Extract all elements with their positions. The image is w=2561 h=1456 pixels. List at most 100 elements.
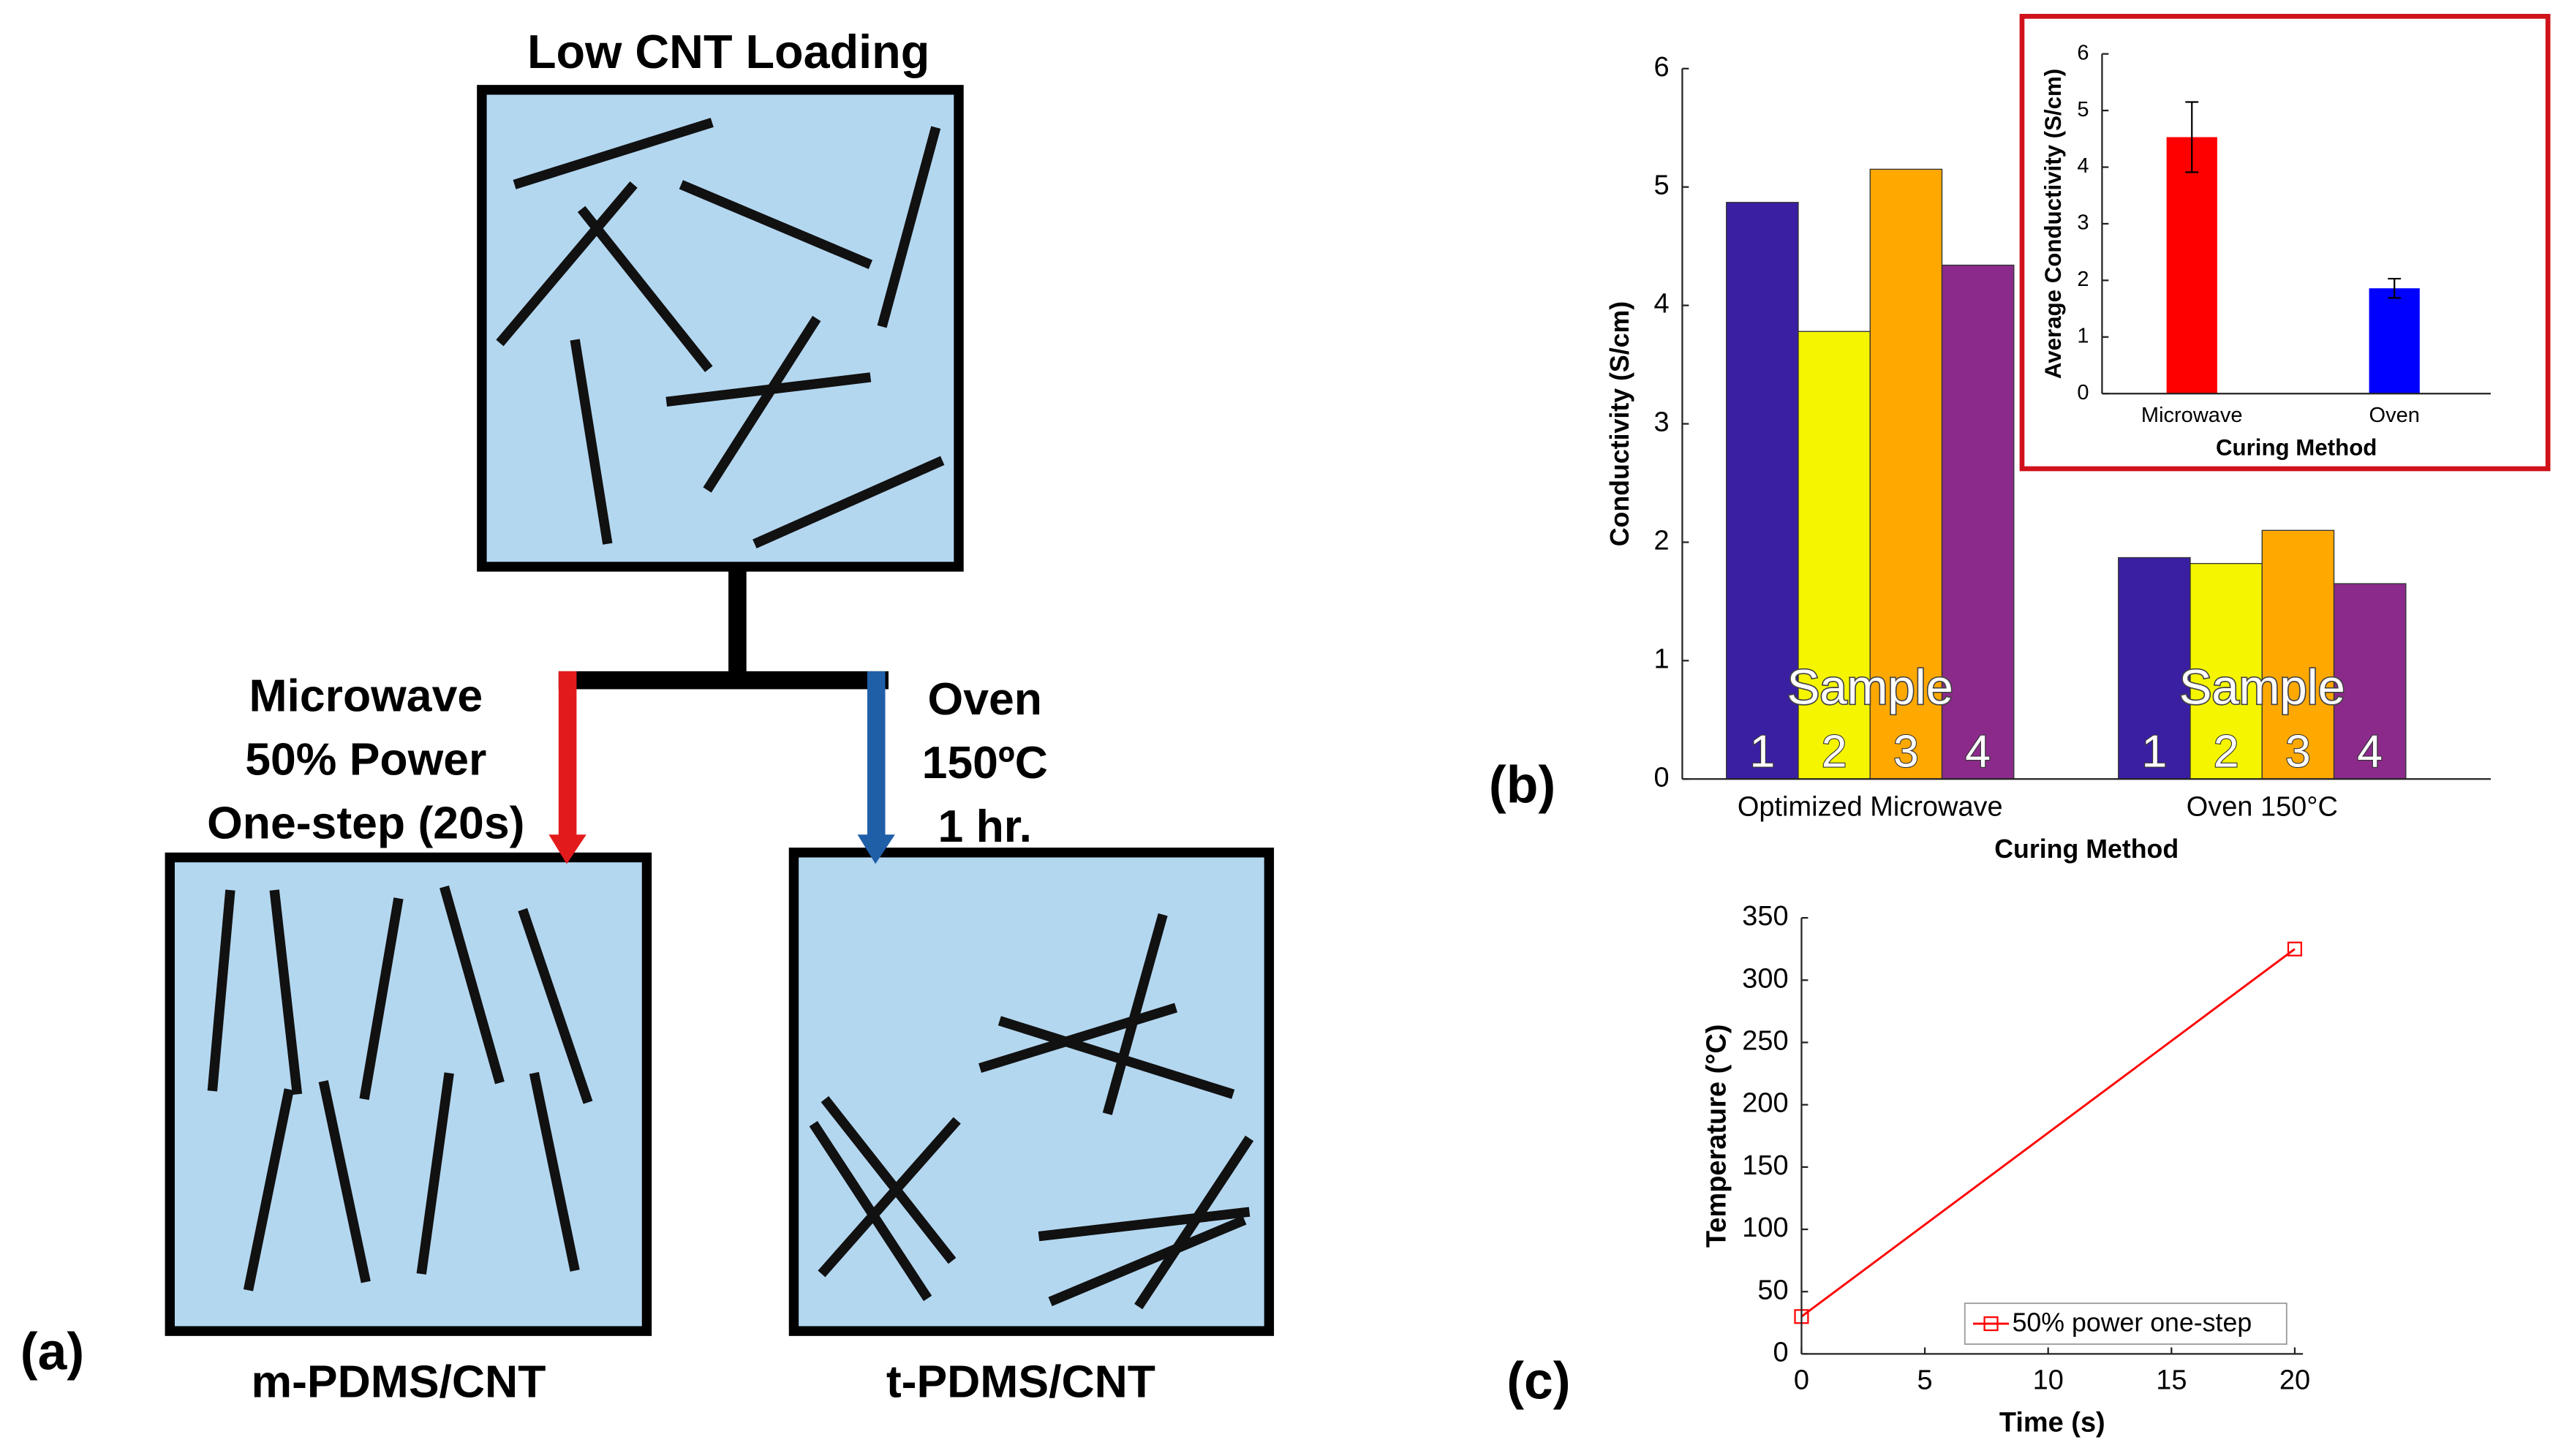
connector — [728, 566, 747, 682]
arrow-head — [548, 834, 586, 864]
nanotube — [978, 1003, 1178, 1073]
y-tick-label: 250 — [1742, 1026, 1788, 1057]
bar — [2261, 529, 2335, 780]
y-tick-label: 5 — [1653, 170, 1669, 201]
nanotube — [529, 1071, 580, 1272]
sample-label: m-PDMS/CNT — [252, 1356, 546, 1407]
nanotube — [518, 908, 593, 1104]
nanotube — [997, 1016, 1235, 1099]
matrix-box — [477, 85, 964, 572]
series-label: 1 — [1749, 725, 1775, 777]
oven-label: 1 hr. — [938, 801, 1032, 852]
y-tick-label: 0 — [2077, 381, 2089, 404]
nanotube — [1134, 1135, 1254, 1310]
nanotube — [496, 181, 638, 347]
arrow-shaft — [558, 671, 577, 838]
series-label: 4 — [2357, 725, 2383, 777]
y-tick-label: 6 — [1653, 52, 1669, 83]
nanotube — [753, 456, 945, 548]
panel-label: (a) — [20, 1323, 84, 1381]
y-tick-label: 3 — [2077, 211, 2089, 235]
marker — [2287, 941, 2303, 957]
legend-marker — [1983, 1316, 1999, 1332]
x-tick-label: 20 — [2279, 1365, 2310, 1395]
legend-label: 50% power one-step — [2013, 1308, 2252, 1338]
panel-label: (c) — [1506, 1352, 1570, 1411]
bar — [2166, 137, 2217, 394]
nanotube — [269, 889, 303, 1095]
x-axis-label: Curing Method — [1994, 834, 2179, 864]
y-tick-label: 2 — [1653, 525, 1669, 556]
microwave-label: One-step (20s) — [207, 798, 524, 849]
bar — [1726, 202, 1799, 780]
inset-frame — [2019, 13, 2551, 472]
panel-label: (b) — [1489, 756, 1555, 815]
arrow-head — [857, 834, 895, 864]
nanotube — [821, 1095, 957, 1264]
diagram-title: Low CNT Loading — [527, 25, 929, 78]
x-tick-label: Optimized Microwave — [1738, 792, 2003, 823]
y-tick-label: 1 — [1653, 644, 1669, 674]
line — [1800, 948, 2296, 1318]
y-tick-label: 200 — [1742, 1088, 1788, 1119]
nanotube — [1038, 1207, 1251, 1242]
x-tick-label: 5 — [1917, 1365, 1933, 1395]
nanotube — [703, 315, 821, 493]
x-tick-label: Oven 150°C — [2187, 792, 2338, 823]
matrix-box — [788, 848, 1275, 1336]
x-tick-label: 0 — [1794, 1365, 1809, 1395]
y-tick-label: 3 — [1653, 407, 1669, 438]
nanotube — [440, 885, 505, 1085]
nanotube — [1048, 1215, 1247, 1307]
series-label: 3 — [2285, 725, 2311, 777]
annotation: Sample — [1787, 660, 1953, 714]
nanotube — [679, 180, 873, 269]
nanotube — [1102, 913, 1168, 1115]
nanotube — [359, 897, 404, 1101]
oven-label: 150ºC — [922, 737, 1048, 788]
oven-label: Oven — [928, 674, 1042, 725]
y-tick-label: 4 — [1653, 289, 1669, 320]
y-tick-label: 100 — [1742, 1212, 1788, 1243]
bar — [1798, 331, 1871, 780]
y-tick-label: 5 — [2077, 98, 2089, 121]
series-label: 4 — [1965, 725, 1991, 777]
y-tick-label: 2 — [2077, 268, 2089, 291]
nanotube — [877, 126, 941, 328]
bar — [2118, 557, 2191, 780]
legend-box — [1964, 1302, 2287, 1345]
y-axis-label: Average Conductivity (S/cm) — [2040, 69, 2066, 379]
bar — [2369, 288, 2420, 394]
connector — [558, 671, 889, 690]
y-tick-label: 0 — [1773, 1337, 1788, 1368]
bar — [1869, 168, 1943, 780]
y-tick-label: 1 — [2077, 324, 2089, 347]
y-tick-label: 0 — [1653, 762, 1669, 793]
bar — [2190, 562, 2263, 780]
annotation: Sample — [2179, 660, 2345, 714]
nanotube — [243, 1088, 294, 1291]
series-label: 1 — [2141, 725, 2167, 777]
y-axis-label: Temperature (°C) — [1702, 1025, 1732, 1248]
y-tick-label: 350 — [1742, 901, 1788, 932]
y-tick-label: 4 — [2077, 154, 2089, 178]
nanotube — [513, 118, 714, 189]
nanotube — [416, 1072, 454, 1275]
nanotube — [577, 205, 713, 372]
series-label: 2 — [1822, 725, 1847, 777]
nanotube — [318, 1080, 371, 1283]
y-tick-label: 6 — [2077, 41, 2089, 64]
x-axis-label: Curing Method — [2216, 434, 2377, 460]
x-tick-label: 10 — [2033, 1365, 2064, 1395]
x-axis-label: Time (s) — [1999, 1407, 2105, 1438]
series-label: 2 — [2214, 725, 2239, 777]
microwave-label: 50% Power — [245, 733, 486, 785]
y-tick-label: 300 — [1742, 963, 1788, 994]
series-label: 3 — [1893, 725, 1919, 777]
x-tick-label: Microwave — [2141, 404, 2243, 427]
bar — [2333, 583, 2407, 780]
x-tick-label: Oven — [2369, 404, 2420, 427]
sample-label: t-PDMS/CNT — [886, 1356, 1155, 1407]
